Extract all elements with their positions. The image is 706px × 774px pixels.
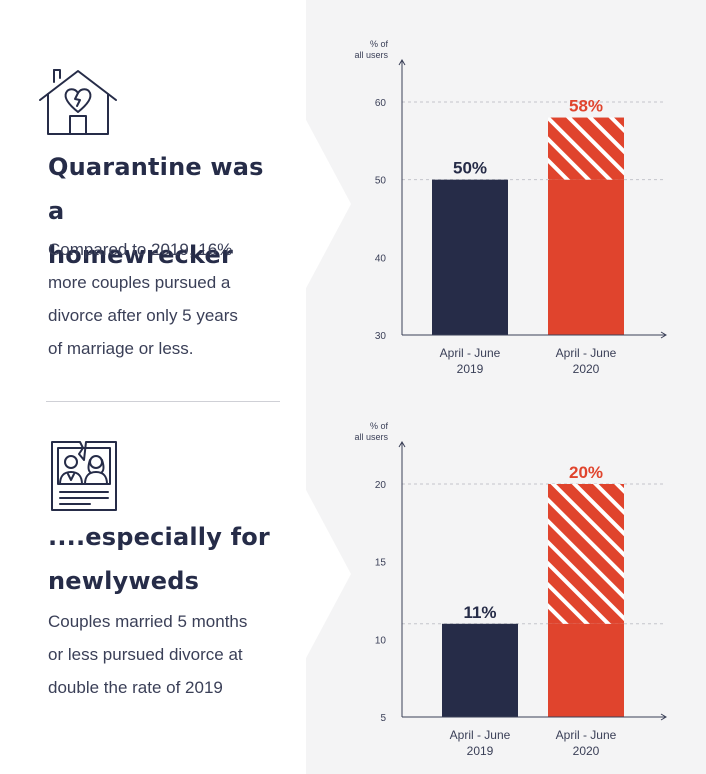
body-quarantine: Compared to 2019, 16% more couples pursu… — [48, 233, 288, 365]
y-axis-label: % of — [370, 421, 389, 431]
x-tick-label: April - June — [556, 728, 617, 742]
section-quarantine: Quarantine was a homewrecker — [48, 145, 288, 277]
y-tick-label: 5 — [380, 713, 386, 724]
y-tick-label: 50 — [375, 176, 387, 187]
headline-line: newlyweds — [48, 567, 200, 595]
x-axis-arrow — [660, 713, 667, 721]
data-label: 58% — [569, 97, 603, 116]
y-axis-label: % of — [370, 39, 389, 49]
x-tick-label: 2019 — [467, 744, 494, 758]
bar — [548, 623, 624, 717]
y-axis-label: all users — [354, 432, 388, 442]
data-label: 11% — [463, 603, 496, 622]
data-label: 50% — [453, 159, 487, 178]
x-tick-label: April - June — [450, 728, 511, 742]
headline-line: ....especially for — [48, 523, 270, 551]
x-axis-arrow — [660, 331, 667, 339]
x-tick-label: 2020 — [573, 362, 600, 376]
bar-hatched-portion — [548, 484, 624, 624]
y-tick-label: 10 — [375, 635, 387, 646]
body-line: divorce after only 5 years — [48, 306, 238, 325]
broken-heart-house-icon — [39, 69, 117, 135]
body-line: Compared to 2019, 16% — [48, 240, 233, 259]
bar — [442, 623, 518, 717]
y-tick-label: 15 — [375, 558, 387, 569]
y-tick-label: 20 — [375, 480, 387, 491]
x-tick-label: April - June — [440, 346, 501, 360]
y-tick-label: 60 — [375, 98, 387, 109]
data-label: 20% — [569, 463, 603, 482]
torn-wedding-photo-icon — [51, 441, 117, 511]
x-tick-label: 2019 — [457, 362, 484, 376]
body-newlyweds: Couples married 5 months or less pursued… — [48, 605, 288, 704]
y-axis-label: all users — [354, 50, 388, 60]
y-axis-arrow — [398, 59, 406, 66]
bar — [548, 179, 624, 335]
body-line: or less pursued divorce at — [48, 645, 243, 664]
y-tick-label: 30 — [375, 331, 387, 342]
body-line: more couples pursued a — [48, 273, 231, 292]
headline-line: Quarantine was a — [48, 153, 264, 225]
body-line: double the rate of 2019 — [48, 678, 223, 697]
headline-line: homewrecker — [48, 241, 234, 269]
section-newlyweds: ....especially for newlyweds — [48, 515, 288, 603]
bar — [432, 179, 508, 335]
section-divider — [46, 401, 280, 402]
y-tick-label: 40 — [375, 253, 387, 264]
body-line: Couples married 5 months — [48, 612, 248, 631]
x-tick-label: 2020 — [573, 744, 600, 758]
y-axis-arrow — [398, 441, 406, 448]
chevron-divider — [305, 0, 351, 774]
bar-hatched-portion — [548, 117, 624, 180]
body-line: of marriage or less. — [48, 339, 194, 358]
x-tick-label: April - June — [556, 346, 617, 360]
